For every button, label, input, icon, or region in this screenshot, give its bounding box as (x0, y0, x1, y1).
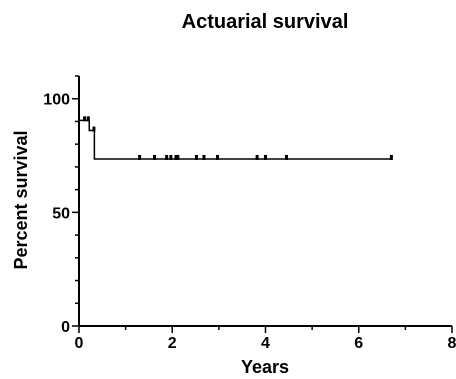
y-tick-label-100: 100 (43, 92, 70, 109)
x-tick-label-4: 4 (261, 335, 270, 352)
x-tick-label-0: 0 (75, 335, 84, 352)
x-axis-label: Years (241, 357, 289, 377)
axis-ticks: 0 2 4 6 8 0 50 100 (43, 75, 456, 352)
plot-area (79, 116, 393, 160)
x-tick-label-2: 2 (168, 335, 177, 352)
y-tick-label-0: 0 (61, 319, 70, 336)
x-tick-label-8: 8 (448, 335, 456, 352)
chart-title: Actuarial survival (182, 11, 349, 33)
survival-curve (79, 119, 393, 160)
y-tick-label-50: 50 (52, 205, 70, 222)
y-axis-label: Percent survival (11, 130, 31, 269)
x-tick-label-6: 6 (354, 335, 363, 352)
